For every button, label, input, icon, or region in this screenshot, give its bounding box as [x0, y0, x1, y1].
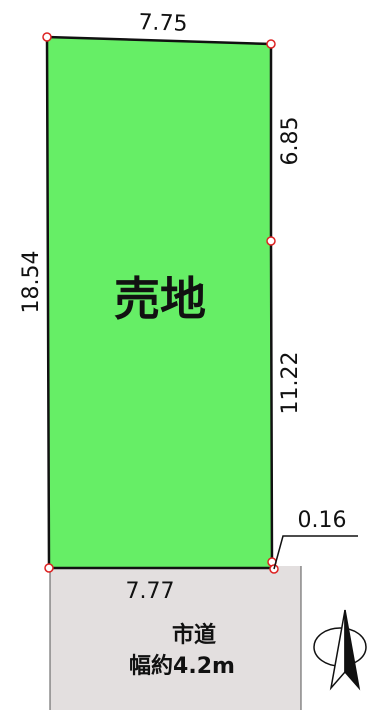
dimension-bottom: 7.77: [126, 579, 175, 604]
dimension-right-lower: 11.22: [278, 352, 303, 415]
dimension-top: 7.75: [138, 10, 188, 37]
vertex-marker: [266, 39, 276, 49]
offset-leader-line: [273, 535, 358, 570]
dimension-corner-offset: 0.16: [298, 508, 347, 533]
north-arrow-right-half: [344, 609, 361, 691]
road-name: 市道: [172, 622, 216, 648]
road-width: 幅約4.2m: [129, 653, 235, 679]
north-arrow-icon: [313, 609, 367, 691]
lot-label: 売地: [114, 272, 206, 326]
dimension-right-upper: 6.85: [278, 117, 303, 166]
north-arrow-left-half: [329, 609, 346, 691]
dimension-left: 18.54: [19, 251, 44, 314]
vertex-marker: [266, 236, 276, 246]
vertex-marker: [44, 563, 54, 573]
vertex-marker: [42, 32, 52, 42]
lot-parcel: [45, 35, 274, 570]
road-area: [50, 566, 301, 710]
